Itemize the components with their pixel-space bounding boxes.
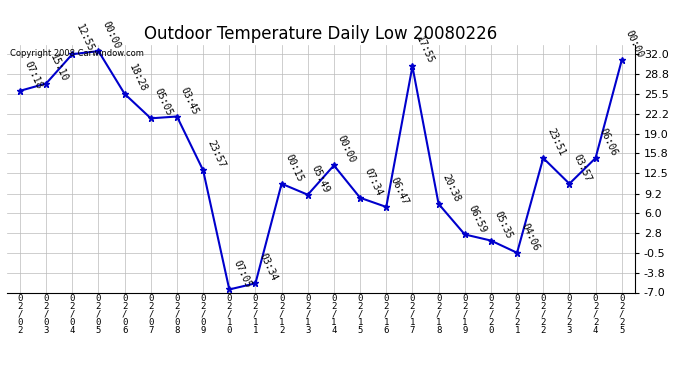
Text: 05:49: 05:49 [310,164,331,194]
Text: 07:18: 07:18 [22,60,43,90]
Text: 06:47: 06:47 [388,176,410,207]
Text: 04:06: 04:06 [519,222,541,252]
Text: 05:35: 05:35 [493,209,515,240]
Title: Outdoor Temperature Daily Low 20080226: Outdoor Temperature Daily Low 20080226 [144,26,497,44]
Text: 07:05: 07:05 [231,258,253,289]
Text: 07:34: 07:34 [362,166,384,197]
Text: 06:59: 06:59 [467,203,489,234]
Text: 00:00: 00:00 [624,29,645,60]
Text: 00:00: 00:00 [336,134,357,165]
Text: 03:34: 03:34 [257,252,279,283]
Text: 00:00: 00:00 [101,20,122,51]
Text: 20:38: 20:38 [441,172,462,204]
Text: Copyright 2008 Carwindow.com: Copyright 2008 Carwindow.com [10,49,144,58]
Text: 12:55: 12:55 [75,23,96,54]
Text: 17:55: 17:55 [415,35,436,66]
Text: 05:05: 05:05 [153,87,175,118]
Text: 03:45: 03:45 [179,85,201,116]
Text: 00:15: 00:15 [284,152,305,183]
Text: 23:57: 23:57 [205,139,227,170]
Text: 06:06: 06:06 [598,127,619,158]
Text: 18:28: 18:28 [127,63,148,93]
Text: 15:10: 15:10 [48,52,70,83]
Text: 03:57: 03:57 [571,152,593,183]
Text: 23:51: 23:51 [545,127,566,158]
